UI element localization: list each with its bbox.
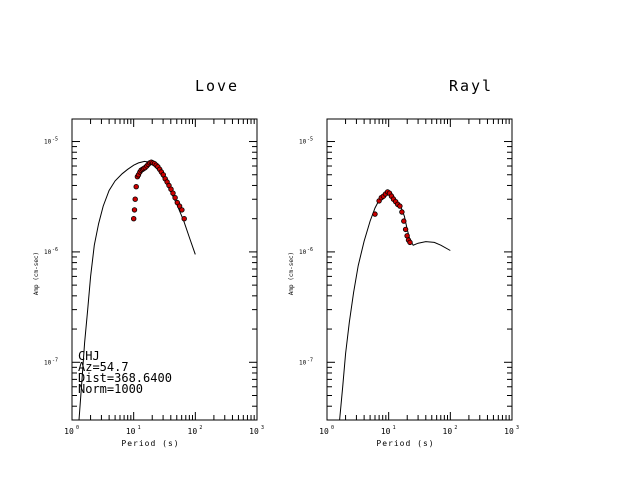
- data-point: [176, 203, 183, 209]
- observed-points: [130, 159, 187, 222]
- data-point: [130, 215, 137, 222]
- model-curve-line: [339, 190, 451, 420]
- data-point: [131, 207, 138, 213]
- x-tick-label: 10: [443, 427, 453, 436]
- x-tick-exponent: 0: [331, 425, 334, 431]
- y-tick-label: 10: [44, 359, 52, 366]
- x-tick-label: 10: [504, 427, 514, 436]
- x-tick-label: 10: [188, 427, 198, 436]
- x-tick-exponent: 1: [393, 425, 396, 431]
- data-point: [397, 203, 403, 209]
- y-tick-exponent: -5: [52, 137, 58, 143]
- x-tick-exponent: 0: [76, 425, 79, 431]
- data-point: [399, 209, 405, 215]
- data-point: [170, 190, 176, 196]
- x-tick-exponent: 1: [138, 425, 141, 431]
- x-tick-label: 10: [64, 427, 74, 436]
- x-tick-exponent: 2: [199, 425, 202, 431]
- y-ticks: 10-710-610-5: [299, 137, 512, 421]
- y-tick-exponent: -6: [307, 247, 313, 253]
- y-tick-label: 10: [299, 359, 307, 366]
- observed-points: [372, 189, 413, 246]
- y-tick-label: 10: [44, 249, 52, 256]
- x-axis-label: Period (s): [376, 439, 434, 448]
- station-annotation: Norm=1000: [78, 382, 143, 396]
- station-annotation: Dist=368.6400: [78, 371, 172, 385]
- station-annotation: Az=54.7: [78, 360, 129, 374]
- y-ticks: 10-710-610-5: [44, 137, 257, 421]
- y-tick-label: 10: [299, 139, 307, 146]
- x-axis-label: Period (s): [121, 439, 179, 448]
- data-point: [133, 183, 139, 190]
- data-point: [172, 194, 178, 201]
- data-point: [402, 226, 409, 233]
- x-tick-exponent: 3: [261, 425, 264, 431]
- data-point: [181, 215, 187, 222]
- data-point: [179, 207, 185, 213]
- y-tick-exponent: -7: [307, 357, 313, 363]
- y-axis-label: Amp (cm-sec): [33, 252, 40, 295]
- data-point: [401, 218, 407, 224]
- y-tick-exponent: -5: [307, 137, 313, 143]
- x-ticks: 10 0 10 1 10 2 10 3: [319, 119, 519, 436]
- x-tick-label: 10: [249, 427, 259, 436]
- x-tick-label: 10: [381, 427, 391, 436]
- x-tick-exponent: 3: [516, 425, 519, 431]
- data-point: [407, 239, 413, 246]
- panel-title: Love: [195, 77, 239, 95]
- y-tick-label: 10: [299, 249, 307, 256]
- x-tick-label: 10: [126, 427, 136, 436]
- x-tick-exponent: 2: [454, 425, 457, 431]
- y-tick-exponent: -7: [52, 357, 58, 363]
- y-tick-label: 10: [44, 139, 52, 146]
- data-point: [372, 211, 378, 217]
- y-tick-exponent: -6: [52, 247, 58, 253]
- panel-title: Rayl: [449, 77, 493, 95]
- x-tick-label: 10: [319, 427, 329, 436]
- station-annotation: CHJ: [78, 349, 100, 363]
- x-ticks: 10 0 10 1 10 2 10 3: [64, 119, 264, 436]
- y-axis-label: Amp (cm-sec): [288, 252, 295, 295]
- data-point: [132, 196, 138, 202]
- plot-frame: [326, 118, 513, 421]
